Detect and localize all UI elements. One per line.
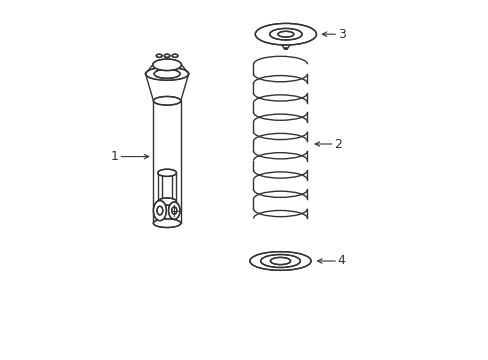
Text: 1: 1 (111, 150, 119, 163)
Text: 4: 4 (337, 255, 345, 267)
Ellipse shape (154, 69, 180, 78)
Ellipse shape (168, 202, 180, 219)
Ellipse shape (172, 54, 178, 57)
Ellipse shape (249, 252, 310, 270)
Ellipse shape (153, 201, 166, 221)
Ellipse shape (158, 169, 176, 176)
Ellipse shape (164, 54, 170, 57)
Text: 2: 2 (333, 138, 341, 150)
Ellipse shape (270, 257, 290, 265)
Ellipse shape (277, 31, 293, 37)
Ellipse shape (153, 219, 181, 228)
Ellipse shape (284, 48, 287, 49)
Text: 3: 3 (337, 28, 345, 41)
Ellipse shape (145, 67, 188, 80)
Ellipse shape (171, 207, 177, 214)
Ellipse shape (269, 28, 302, 40)
Ellipse shape (157, 206, 163, 215)
Ellipse shape (156, 54, 162, 57)
Ellipse shape (152, 59, 181, 71)
Ellipse shape (260, 255, 300, 267)
Ellipse shape (255, 23, 316, 45)
Ellipse shape (158, 198, 176, 205)
Ellipse shape (153, 96, 181, 105)
